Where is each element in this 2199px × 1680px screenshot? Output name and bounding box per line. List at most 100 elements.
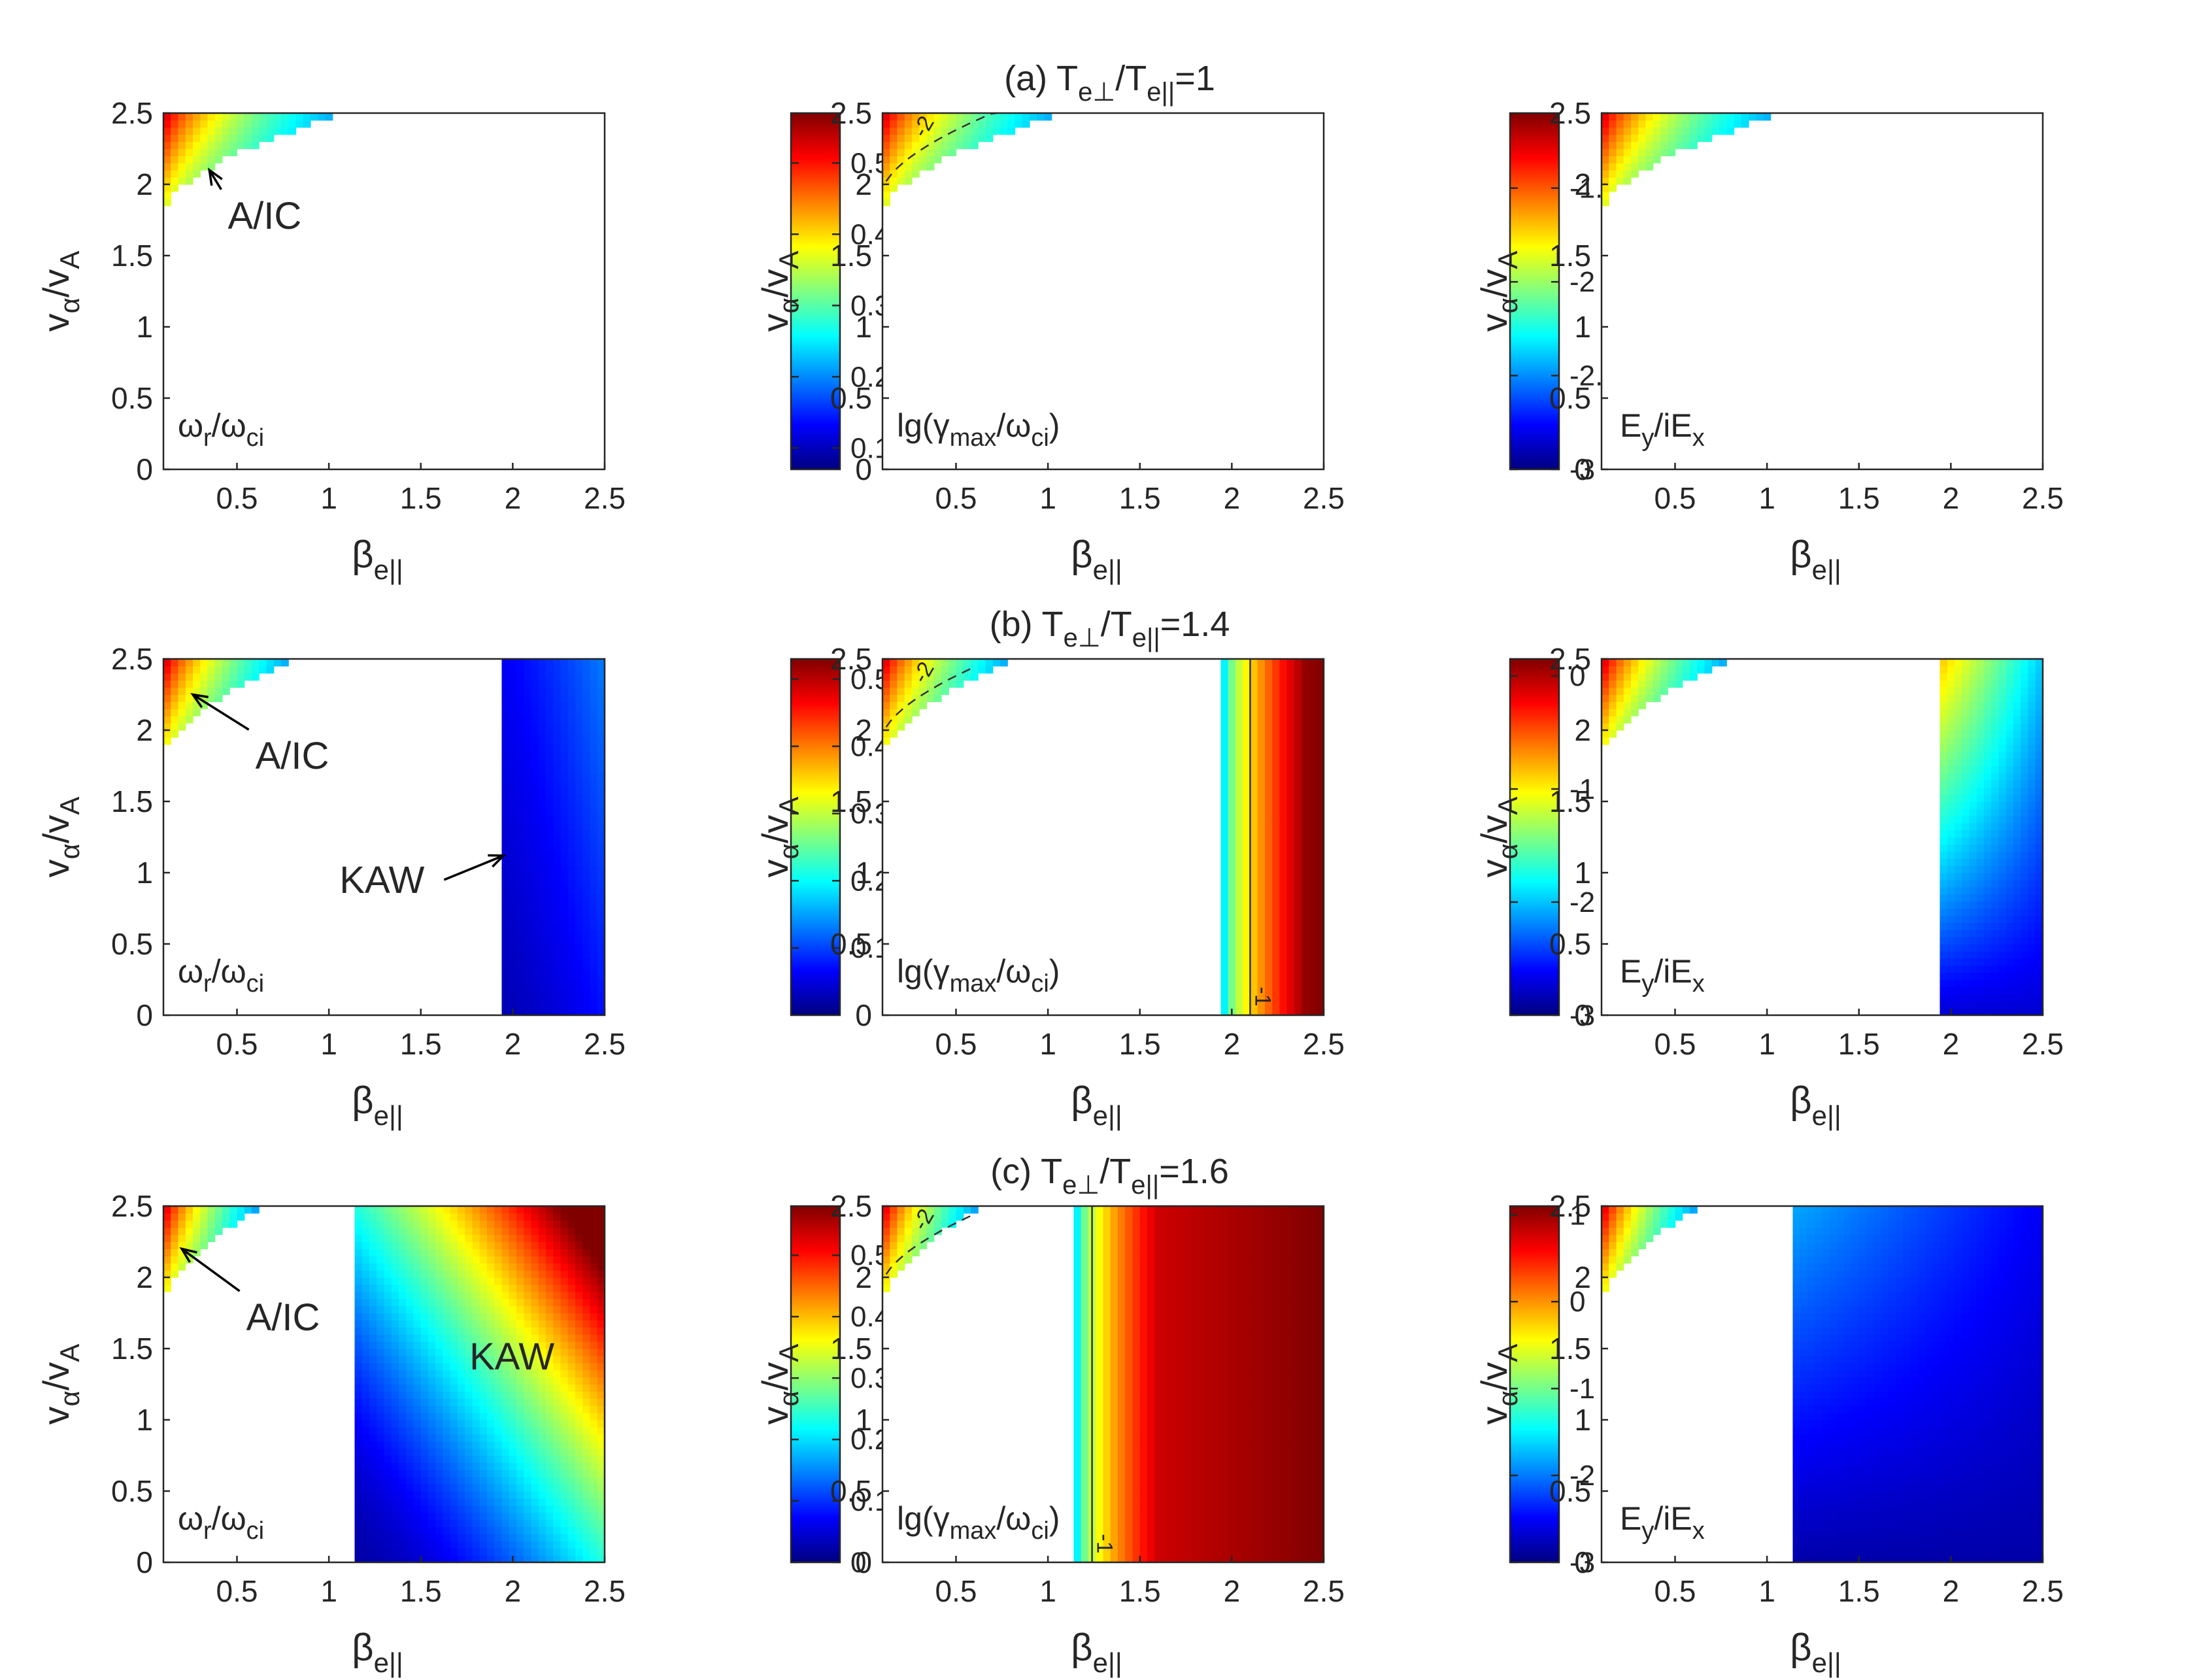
heatmap-cell [1602, 701, 1609, 709]
heatmap-cell [597, 901, 605, 909]
heatmap-cell [590, 1234, 598, 1243]
heatmap-cell [2028, 680, 2036, 688]
heatmap-cell [560, 709, 569, 716]
heatmap-cell [582, 787, 591, 795]
heatmap-cell [516, 1008, 524, 1016]
heatmap-cell [465, 1555, 473, 1563]
heatmap-cell [509, 716, 517, 724]
heatmap-cell [1294, 780, 1302, 788]
heatmap-cell [524, 1341, 532, 1349]
heatmap-cell [538, 1001, 546, 1009]
heatmap-cell [501, 1206, 510, 1214]
heatmap-cell [516, 1327, 524, 1335]
heatmap-cell [538, 1263, 546, 1271]
heatmap-cell [2021, 958, 2029, 966]
heatmap-cell [443, 1541, 451, 1549]
heatmap-cell [354, 1484, 363, 1492]
heatmap-cell [303, 113, 311, 121]
heatmap-cell [560, 830, 569, 838]
heatmap-cell [501, 1008, 510, 1016]
heatmap-cell [458, 1391, 465, 1399]
heatmap-cell [399, 1477, 407, 1485]
heatmap-cell [509, 773, 517, 781]
x-tick-label: 0.5 [935, 1027, 977, 1061]
heatmap-cell [369, 1334, 377, 1342]
heatmap-cell [1991, 830, 2000, 838]
heatmap-cell [163, 701, 171, 709]
heatmap-cell [1235, 801, 1243, 809]
heatmap-cell [399, 1305, 407, 1314]
heatmap-cell [524, 765, 532, 773]
heatmap-cell [1316, 765, 1324, 773]
heatmap-cell [399, 1413, 407, 1420]
heatmap-cell [420, 1462, 429, 1470]
heatmap-cell [458, 1519, 465, 1528]
heatmap-cell [2006, 737, 2014, 745]
heatmap-cell [582, 758, 591, 767]
heatmap-cell [428, 1519, 436, 1528]
heatmap-cell [391, 1277, 399, 1285]
heatmap-cell [1616, 134, 1624, 143]
heatmap-cell [531, 873, 539, 881]
heatmap-cell [185, 156, 193, 163]
heatmap-cell [163, 1241, 171, 1249]
heatmap-cell [575, 830, 583, 838]
heatmap-cell [560, 1256, 569, 1264]
heatmap-cell [597, 1320, 605, 1328]
heatmap-cell [1609, 659, 1617, 667]
heatmap-cell [399, 1213, 407, 1221]
heatmap-cell [567, 858, 576, 866]
heatmap-cell [354, 1384, 363, 1392]
heatmap-cell [171, 1249, 179, 1256]
heatmap-cell [2013, 865, 2021, 873]
heatmap-cell [1976, 994, 1985, 1001]
heatmap-cell [524, 1391, 532, 1399]
heatmap-cell [1301, 930, 1310, 937]
heatmap-cell [443, 1263, 451, 1271]
heatmap-cell [384, 1241, 392, 1249]
heatmap-cell [2028, 701, 2036, 709]
heatmap-cell [1984, 930, 1992, 937]
heatmap-cell [465, 1548, 473, 1556]
heatmap-cell [2021, 915, 2029, 923]
heatmap-cell [524, 1526, 532, 1534]
heatmap-cell [193, 1227, 201, 1235]
heatmap-cell [509, 1377, 517, 1385]
heatmap-cell [590, 1263, 598, 1271]
heatmap-cell [590, 737, 598, 745]
heatmap-cell [567, 986, 576, 994]
heatmap-cell [494, 1526, 503, 1534]
heatmap-cell [1235, 965, 1243, 973]
heatmap-cell [1984, 751, 1992, 760]
aic-arrowhead [179, 1247, 197, 1263]
heatmap-cell [516, 716, 524, 724]
heatmap-cell [1250, 737, 1258, 745]
heatmap-cell [479, 1534, 488, 1541]
heatmap-cell [575, 730, 583, 738]
heatmap-cell [1969, 873, 1977, 881]
heatmap-cell [890, 694, 898, 702]
heatmap-cell [377, 1213, 385, 1221]
heatmap-cell [1073, 1548, 1082, 1556]
heatmap-cell [560, 1227, 569, 1235]
heatmap-cell [185, 134, 193, 143]
heatmap-cell [1294, 822, 1302, 831]
heatmap-cell [501, 837, 510, 845]
heatmap-cell [882, 1277, 890, 1285]
heatmap-cell [222, 1213, 230, 1221]
heatmap-cell [237, 659, 245, 667]
heatmap-cell [494, 1362, 503, 1371]
heatmap-cell [567, 1341, 576, 1349]
heatmap-cell [1228, 915, 1236, 923]
x-tick-label: 0.5 [216, 1027, 258, 1061]
heatmap-cell [1309, 979, 1317, 987]
heatmap-cell [597, 986, 605, 994]
heatmap-cell [435, 1541, 444, 1549]
heatmap-cell [597, 794, 605, 802]
aic-arrow [208, 169, 222, 190]
heatmap-cell [377, 1320, 385, 1328]
heatmap-cell [516, 1398, 524, 1406]
heatmap-cell [1976, 844, 1985, 852]
x-axis-label: βe|| [1071, 1079, 1122, 1131]
heatmap-cell [509, 901, 517, 909]
